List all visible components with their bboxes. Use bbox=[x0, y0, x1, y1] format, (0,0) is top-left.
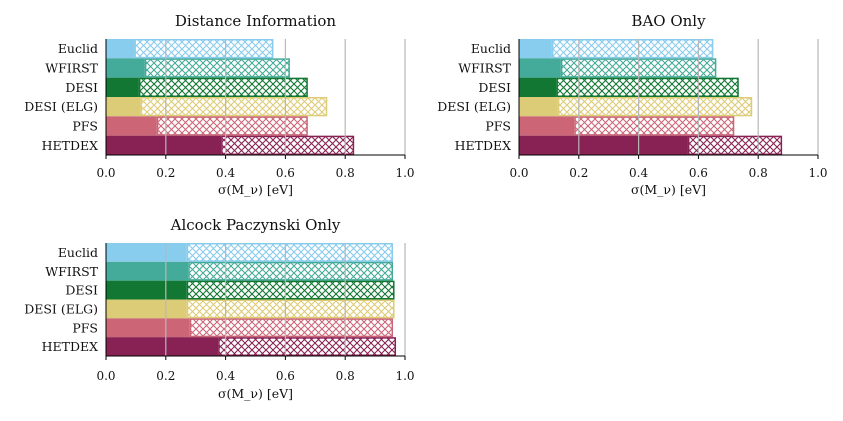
category-label-hetdex: HETDEX bbox=[42, 138, 99, 153]
bar-hatched-euclid bbox=[134, 39, 274, 59]
x-tick-label: 0.0 bbox=[96, 369, 115, 383]
bar-solid-hetdex bbox=[106, 337, 219, 356]
bar-solid-pfs bbox=[106, 318, 190, 338]
bar-hatched-hetdex bbox=[687, 135, 783, 156]
x-tick-label: 0.2 bbox=[156, 166, 175, 180]
category-label-euclid: Euclid bbox=[58, 245, 98, 260]
x-tick-label: 1.0 bbox=[395, 166, 414, 180]
bar-solid-hetdex bbox=[519, 135, 688, 155]
x-tick-label: 0.6 bbox=[276, 166, 295, 180]
category-label-euclid: Euclid bbox=[58, 41, 98, 56]
bar-solid-desi-elg bbox=[519, 97, 558, 117]
bar-solid-euclid bbox=[519, 39, 552, 59]
x-axis-label: σ(M_ν) [eV] bbox=[631, 182, 706, 197]
category-label-desi-elg: DESI (ELG) bbox=[24, 99, 98, 114]
x-tick-label: 0.2 bbox=[569, 166, 588, 180]
x-tick-label: 0.6 bbox=[689, 166, 708, 180]
bar-solid-wfirst bbox=[519, 58, 561, 78]
x-tick-label: 0.8 bbox=[749, 166, 768, 180]
category-label-pfs: PFS bbox=[485, 119, 511, 134]
bar-hatched-desi bbox=[186, 280, 395, 300]
bar-hatched-pfs bbox=[574, 116, 735, 136]
x-tick-label: 0.8 bbox=[336, 369, 355, 383]
category-label-desi: DESI bbox=[65, 283, 98, 298]
bar-solid-desi bbox=[106, 280, 187, 300]
x-tick-label: 1.0 bbox=[808, 166, 827, 180]
bar-hatched-desi-elg bbox=[557, 97, 753, 117]
chart-title: Distance Information bbox=[175, 12, 337, 30]
bar-solid-hetdex bbox=[106, 135, 222, 155]
category-label-hetdex: HETDEX bbox=[42, 339, 99, 354]
category-label-desi-elg: DESI (ELG) bbox=[24, 301, 98, 316]
bar-solid-pfs bbox=[519, 116, 575, 136]
bar-hatched-euclid bbox=[551, 39, 714, 59]
bar-hatched-wfirst bbox=[144, 58, 290, 78]
bar-solid-wfirst bbox=[106, 261, 189, 281]
bar-solid-euclid bbox=[106, 243, 187, 262]
x-tick-label: 0.2 bbox=[156, 369, 175, 383]
x-tick-label: 0.6 bbox=[276, 369, 295, 383]
category-label-desi: DESI bbox=[478, 80, 511, 95]
bar-solid-desi bbox=[519, 77, 557, 97]
bar-hatched-pfs bbox=[156, 116, 308, 136]
x-tick-label: 0.0 bbox=[509, 166, 528, 180]
bar-hatched-desi-elg bbox=[186, 299, 395, 319]
x-tick-label: 0.4 bbox=[216, 166, 235, 180]
bar-solid-wfirst bbox=[106, 58, 145, 78]
category-label-wfirst: WFIRST bbox=[45, 61, 98, 76]
bar-hatched-desi bbox=[556, 77, 739, 97]
bar-hatched-desi bbox=[138, 77, 308, 97]
bar-solid-desi-elg bbox=[106, 97, 141, 117]
x-axis-label: σ(M_ν) [eV] bbox=[218, 182, 293, 197]
category-label-desi: DESI bbox=[65, 80, 98, 95]
x-tick-label: 0.0 bbox=[96, 166, 115, 180]
x-axis-label: σ(M_ν) [eV] bbox=[218, 386, 293, 401]
category-label-euclid: Euclid bbox=[471, 41, 511, 56]
bar-solid-pfs bbox=[106, 116, 157, 136]
bar-solid-desi bbox=[106, 77, 139, 97]
chart-panel-bao-only: BAO Only Euclid WFIRST DESI DESI (ELG) PFS HET… bbox=[437, 12, 827, 197]
bar-solid-desi-elg bbox=[106, 299, 187, 319]
bar-hatched-euclid bbox=[186, 243, 394, 262]
bar-hatched-hetdex bbox=[221, 135, 355, 156]
x-tick-label: 1.0 bbox=[395, 369, 414, 383]
category-label-desi-elg: DESI (ELG) bbox=[437, 99, 511, 114]
chart-panel-distance-information: Distance Information Euclid WFIRST DESI DESI… bbox=[24, 12, 414, 197]
chart-title: Alcock Paczynski Only bbox=[170, 216, 341, 234]
bar-solid-euclid bbox=[106, 39, 135, 59]
chart-panel-alcock-paczynski-only: Alcock Paczynski Only Euclid WFIRST DESI DES… bbox=[24, 216, 414, 401]
category-label-pfs: PFS bbox=[72, 119, 98, 134]
bar-hatched-wfirst bbox=[188, 261, 394, 281]
x-tick-label: 0.4 bbox=[216, 369, 235, 383]
category-label-wfirst: WFIRST bbox=[458, 61, 511, 76]
x-tick-label: 0.8 bbox=[336, 166, 355, 180]
bar-hatched-hetdex bbox=[218, 337, 397, 356]
bar-hatched-desi-elg bbox=[140, 97, 328, 117]
category-label-hetdex: HETDEX bbox=[455, 138, 512, 153]
x-tick-label: 0.4 bbox=[629, 166, 648, 180]
category-label-pfs: PFS bbox=[72, 320, 98, 335]
chart-title: BAO Only bbox=[631, 12, 706, 30]
category-label-wfirst: WFIRST bbox=[45, 264, 98, 279]
bar-hatched-pfs bbox=[189, 318, 394, 338]
